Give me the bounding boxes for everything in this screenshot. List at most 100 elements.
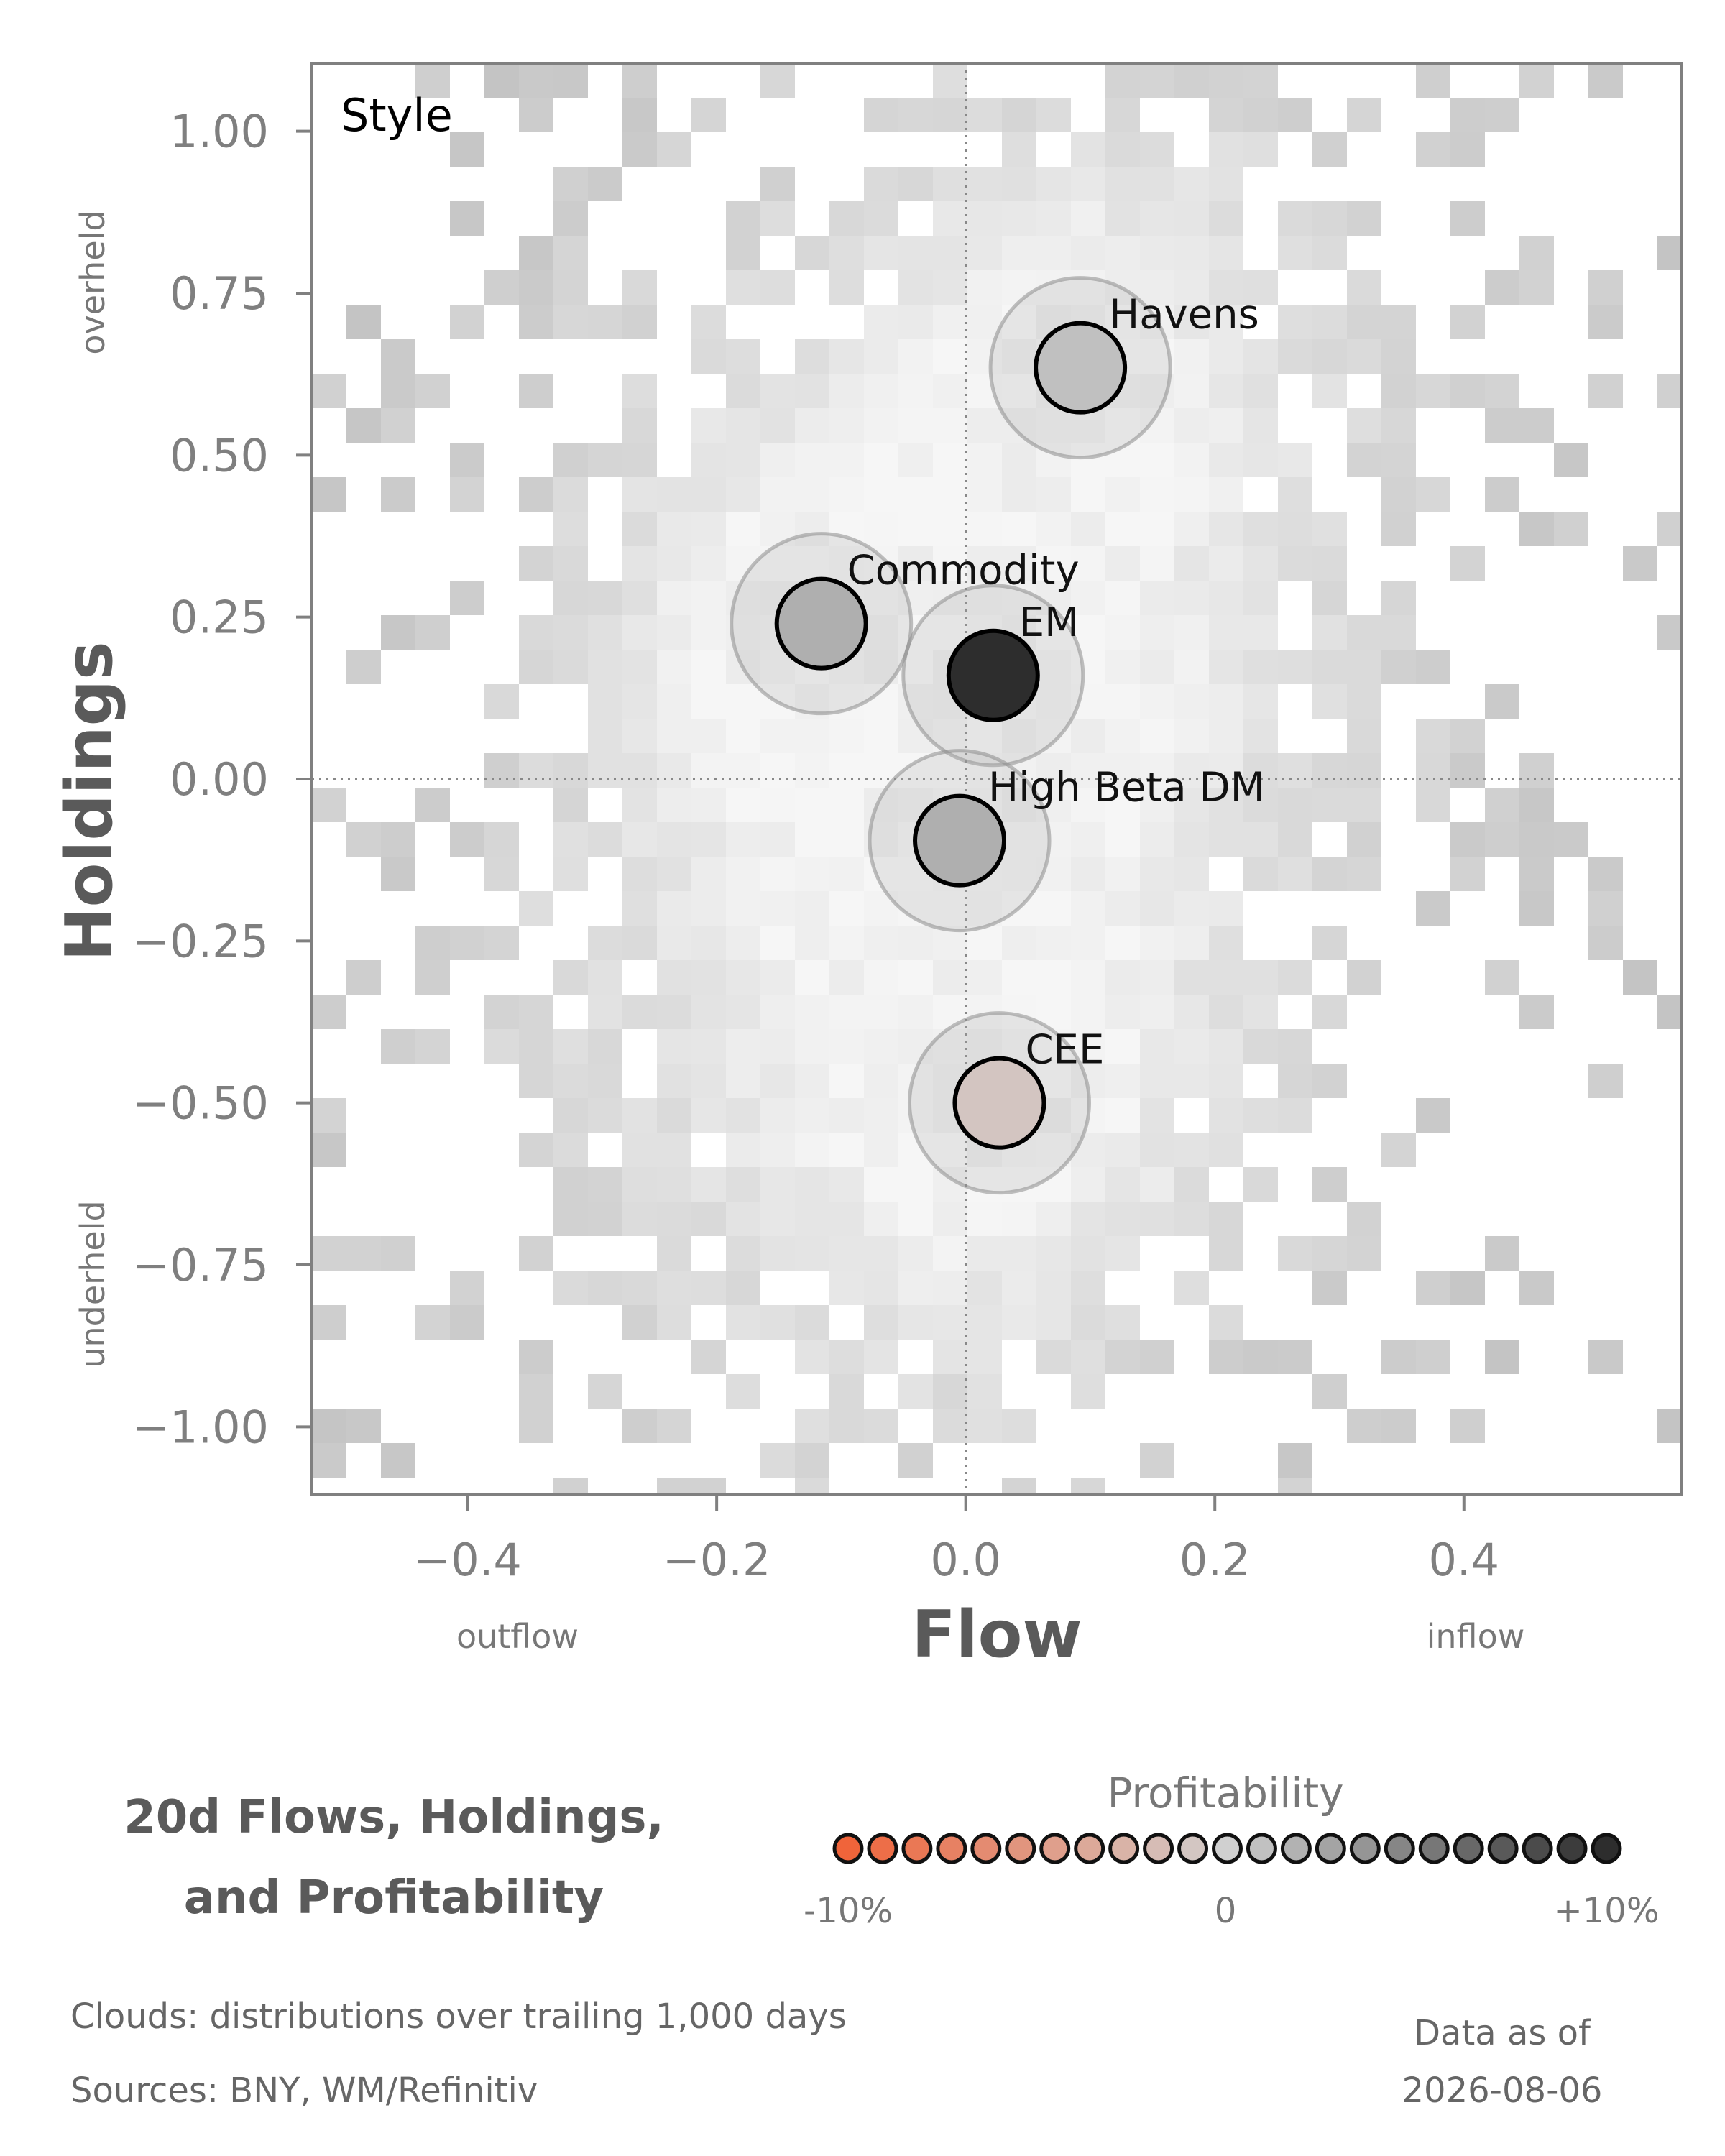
point-label: Commodity [847, 548, 1080, 594]
cloud-cell [1174, 1133, 1209, 1167]
cloud-cell [1002, 1236, 1036, 1271]
cloud-cell [1036, 477, 1071, 512]
cloud-cell [1140, 477, 1174, 512]
colorbar-swatch [1556, 1833, 1588, 1864]
colorbar-swatch [1349, 1833, 1381, 1864]
cloud-cell [1209, 926, 1243, 960]
cloud-cell [898, 374, 933, 408]
cloud-cell [1347, 408, 1381, 443]
cloud-cell [1450, 98, 1485, 132]
cloud-cell [484, 753, 519, 788]
points-layer: Havens Commodity EM High Beta DM CEE [730, 276, 1265, 1195]
cloud-cell [967, 98, 1002, 132]
cloud-cell [1140, 788, 1174, 822]
cloud-cell [1140, 719, 1174, 753]
cloud-cell [829, 1271, 864, 1305]
cloud-cell [1071, 995, 1105, 1029]
cloud-cell [1140, 546, 1174, 581]
cloud-cell [519, 1340, 553, 1374]
cloud-cell [553, 546, 588, 581]
cloud-cell [1243, 1029, 1278, 1064]
cloud-cell [1519, 788, 1554, 822]
cloud-cell [1485, 788, 1519, 822]
cloud-cell [1554, 443, 1588, 477]
cloud-cell [1243, 581, 1278, 615]
cloud-cell [1105, 926, 1140, 960]
cloud-cell [898, 305, 933, 339]
cloud-cell [1519, 236, 1554, 270]
cloud-cell [1071, 1236, 1105, 1271]
cloud-cell [657, 1133, 691, 1167]
cloud-cell [450, 477, 484, 512]
footer-note-clouds: Clouds: distributions over trailing 1,00… [70, 1996, 847, 2037]
cloud-cell [829, 477, 864, 512]
cloud-cell [622, 753, 657, 788]
cloud-cell [1450, 546, 1485, 581]
cloud-cell [1071, 236, 1105, 270]
cloud-cell [1140, 270, 1174, 305]
cloud-cell [1243, 512, 1278, 546]
cloud-cell [795, 1167, 829, 1202]
cloud-cell [691, 1340, 726, 1374]
cloud-cell [1002, 1478, 1036, 1495]
cloud-cell [312, 788, 346, 822]
cloud-cell [553, 167, 588, 201]
cloud-cell [622, 305, 657, 339]
cloud-cell [1347, 960, 1381, 995]
cloud-cell [1071, 477, 1105, 512]
cloud-cell [588, 995, 622, 1029]
cloud-cell [1002, 98, 1036, 132]
cloud-cell [933, 98, 967, 132]
cloud-cell [415, 615, 450, 650]
cloud-cell [588, 1167, 622, 1202]
cloud-cell [381, 339, 415, 374]
cloud-cell [1174, 1064, 1209, 1098]
footer-title-line2: and Profitability [184, 1871, 604, 1925]
cloud-cell [1243, 615, 1278, 650]
y-tick-label: 0.75 [170, 267, 269, 320]
cloud-cell [760, 1305, 795, 1340]
cloud-cell [1105, 236, 1140, 270]
cloud-cell [622, 546, 657, 581]
cloud-cell [622, 1167, 657, 1202]
cloud-cell [1071, 201, 1105, 236]
cloud-cell [1519, 1271, 1554, 1305]
cloud-cell [622, 270, 657, 305]
cloud-cell [1105, 719, 1140, 753]
cloud-cell [829, 1409, 864, 1443]
cloud-cell [1071, 1305, 1105, 1340]
cloud-cell [1312, 581, 1347, 615]
cloud-cell [898, 339, 933, 374]
cloud-cell [760, 167, 795, 201]
cloud-cell [450, 305, 484, 339]
cloud-cell [795, 1133, 829, 1167]
cloud-cell [1347, 305, 1381, 339]
cloud-cell [1002, 719, 1036, 753]
cloud-cell [622, 98, 657, 132]
cloud-cell [1312, 132, 1347, 167]
cloud-cell [1174, 926, 1209, 960]
cloud-cell [864, 512, 898, 546]
cloud-cell [657, 132, 691, 167]
cloud-cell [657, 891, 691, 926]
cloud-cell [898, 167, 933, 201]
cloud-cell [760, 1064, 795, 1098]
cloud-cell [1209, 615, 1243, 650]
cloud-cell [415, 960, 450, 995]
cloud-cell [1657, 236, 1682, 270]
cloud-cell [553, 753, 588, 788]
cloud-cell [450, 1305, 484, 1340]
cloud-cell [1036, 1029, 1071, 1064]
cloud-cell [726, 684, 760, 719]
cloud-cell [1347, 788, 1381, 822]
cloud-cell [691, 1029, 726, 1064]
cloud-cell [1140, 132, 1174, 167]
cloud-cell [1209, 719, 1243, 753]
cloud-cell [898, 995, 933, 1029]
cloud-cell [933, 1340, 967, 1374]
cloud-cell [760, 443, 795, 477]
cloud-cell [622, 891, 657, 926]
cloud-cell [795, 753, 829, 788]
cloud-cell [1347, 650, 1381, 684]
cloud-cell [1002, 1271, 1036, 1305]
